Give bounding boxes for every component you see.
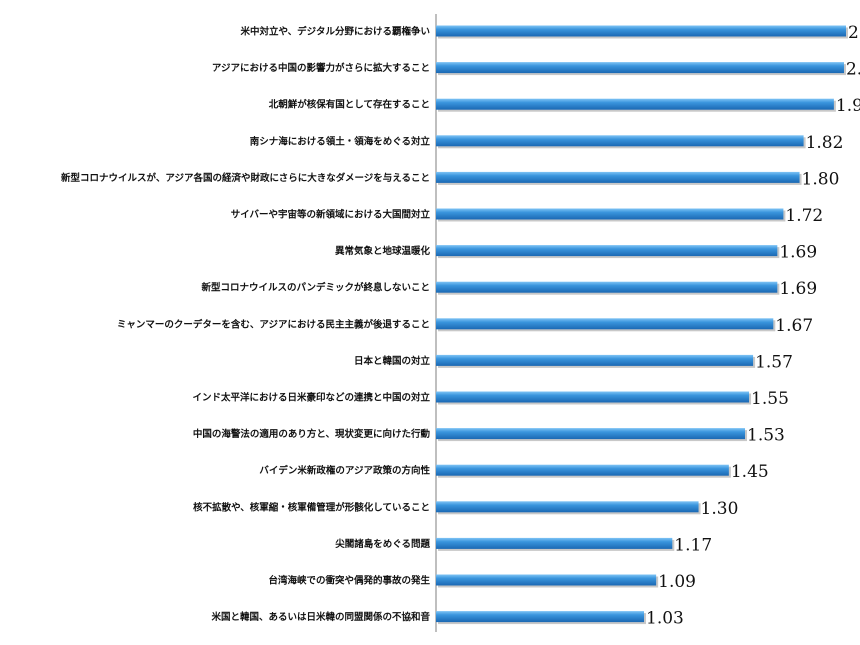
bar	[436, 208, 784, 220]
bar	[436, 318, 774, 330]
category-label: 中国の海警法の適用のあり方と、現状変更に向けた行動	[193, 428, 431, 440]
category-label: 米国と韓国、あるいは日米韓の同盟関係の不協和音	[210, 611, 430, 623]
bar	[436, 501, 699, 513]
value-labels-layer: 2.03 2.02 1.97 1.82 1.80 1.72 1.69 1.69 1.67 1.57…	[646, 23, 860, 629]
value-label: 1.30	[701, 499, 739, 519]
value-label: 1.17	[674, 535, 712, 555]
bar	[436, 62, 844, 74]
bar	[436, 98, 834, 110]
bars-layer	[436, 25, 848, 625]
bar	[436, 611, 645, 623]
bar	[436, 25, 846, 37]
value-label: 1.67	[775, 316, 813, 336]
value-label: 1.69	[779, 243, 817, 263]
category-label: 北朝鮮が核保有国として存在すること	[269, 99, 430, 111]
category-label: 新型コロナウイルスのパンデミックが終息しないこと	[202, 282, 430, 294]
bar	[436, 428, 746, 440]
value-label: 1.03	[646, 609, 684, 629]
category-label: 尖閣諸島をめぐる問題	[335, 538, 430, 550]
category-label: 核不拡散や、核軍縮・核軍備管理が形骸化していること	[193, 501, 430, 513]
category-labels-layer: 米中対立や、デジタル分野における覇権争いアジアにおける中国の影響力がさらに拡大す…	[61, 26, 430, 624]
value-label: 1.55	[751, 389, 789, 409]
bar	[436, 537, 673, 549]
value-label: 1.82	[806, 133, 844, 153]
value-label: 1.45	[731, 462, 769, 482]
category-label: 日本と韓国の対立	[354, 355, 431, 367]
value-label: 1.97	[836, 96, 860, 116]
value-label: 1.57	[755, 352, 793, 372]
category-label: バイデン米新政権のアジア政策の方向性	[259, 465, 430, 477]
category-label: 南シナ海における領土・領海をめぐる対立	[250, 135, 431, 147]
bar	[436, 281, 778, 293]
category-label: ミャンマーのクーデターを含む、アジアにおける民主主義が後退すること	[117, 318, 430, 330]
bar	[436, 171, 800, 183]
value-label: 2.02	[846, 60, 860, 80]
bar	[436, 354, 754, 366]
category-label: アジアにおける中国の影響力がさらに拡大すること	[212, 62, 430, 74]
category-label: 台湾海峡での衝突や偶発的事故の発生	[268, 575, 430, 587]
bar	[436, 464, 729, 476]
category-label: 新型コロナウイルスが、アジア各国の経済や財政にさらに大きなダメージを与えること	[61, 172, 430, 184]
bar	[436, 574, 657, 586]
category-label: サイバーや宇宙等の新領域における大国間対立	[231, 209, 431, 221]
bar	[436, 245, 778, 257]
value-label: 1.80	[802, 169, 840, 189]
category-label: 米中対立や、デジタル分野における覇権争い	[239, 26, 430, 38]
value-label: 1.09	[658, 572, 696, 592]
category-label: 異常気象と地球温暖化	[335, 245, 431, 257]
value-label: 1.72	[785, 206, 823, 226]
category-label: インド太平洋における日米豪印などの連携と中国の対立	[192, 392, 430, 404]
bar	[436, 391, 750, 403]
value-label: 1.69	[779, 279, 817, 299]
value-label: 1.53	[747, 426, 785, 446]
bar	[436, 135, 804, 147]
value-label: 2.03	[848, 23, 860, 43]
